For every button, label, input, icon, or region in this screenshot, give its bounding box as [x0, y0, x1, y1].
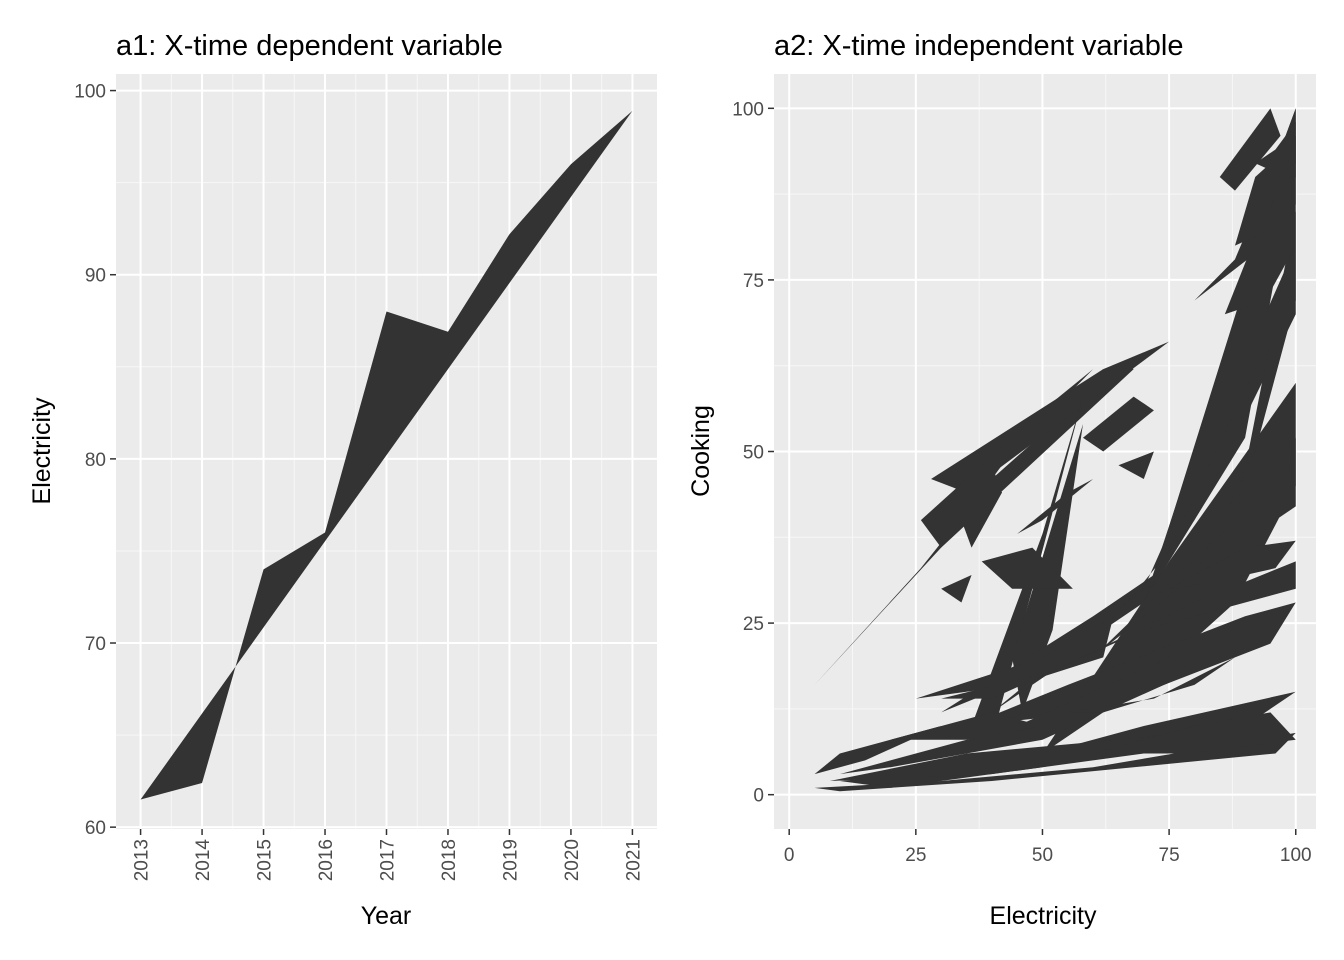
y-tick-label: 60 — [85, 818, 106, 839]
area-mark — [140, 110, 633, 800]
polygon-mark — [1093, 712, 1296, 754]
ylabel-a2: Cooking — [687, 405, 715, 497]
x-tick-label: 0 — [784, 845, 795, 866]
x-tick-label: 50 — [1032, 845, 1053, 866]
polygon-mark — [1224, 135, 1296, 315]
x-tick-label: 100 — [1280, 845, 1312, 866]
y-tick-label: 90 — [85, 266, 106, 287]
x-tick-label: 2016 — [316, 839, 337, 881]
x-tick-label: 2018 — [439, 839, 460, 881]
x-tick-label: 2017 — [378, 839, 399, 881]
ylabel-a1: Electricity — [28, 397, 56, 504]
panel-a1-x-axis: 2013 2014 2015 2016 2017 2018 2019 2020 2021 — [132, 829, 644, 882]
polygon-mark — [941, 575, 972, 603]
polygon-mark — [981, 547, 1073, 589]
polygon-mark — [1017, 478, 1094, 534]
polygon-mark — [931, 341, 1170, 493]
xlabel-a2: Electricity — [990, 902, 1097, 930]
polygon-mark — [1169, 540, 1296, 589]
polygon-mark — [1118, 451, 1154, 479]
polygon-mark — [920, 369, 1094, 548]
polygon-mark — [829, 726, 1246, 781]
y-tick-label: 25 — [743, 614, 764, 635]
polygon-mark — [966, 602, 1296, 727]
title-a2: a2: X-time independent variable — [774, 30, 1183, 62]
x-tick-label: 2021 — [623, 839, 644, 881]
x-tick-label: 2020 — [562, 839, 583, 881]
xlabel-a1: Year — [361, 902, 412, 930]
y-tick-label: 70 — [85, 634, 106, 655]
polygon-mark — [814, 732, 1296, 792]
x-tick-label: 25 — [905, 845, 926, 866]
y-tick-label: 80 — [85, 450, 106, 471]
panel-a2-x-axis: 0 25 50 75 100 — [784, 829, 1312, 866]
panel-a1-y-axis: 60 70 80 90 100 — [74, 82, 116, 839]
polygon-mark — [971, 396, 1083, 740]
y-tick-label: 100 — [74, 82, 106, 103]
polygon-mark — [1219, 108, 1281, 191]
x-tick-label: 2013 — [132, 839, 153, 881]
x-tick-label: 2015 — [255, 839, 276, 881]
panel-a1-marks — [140, 110, 633, 800]
y-tick-label: 75 — [743, 271, 764, 292]
y-tick-label: 100 — [732, 99, 764, 120]
panel-a2-y-axis: 0 25 50 75 100 — [732, 99, 774, 807]
polygon-mark — [890, 712, 1043, 740]
polygon-mark — [839, 657, 1195, 775]
title-a1: a1: X-time dependent variable — [116, 30, 503, 62]
polygon-mark — [1275, 437, 1296, 521]
x-tick-label: 2019 — [500, 839, 521, 881]
polygon-mark — [1255, 122, 1296, 177]
y-tick-label: 50 — [743, 443, 764, 464]
x-tick-label: 2014 — [193, 839, 214, 882]
polygon-mark — [814, 362, 1134, 685]
polygon-mark — [1234, 149, 1286, 246]
y-tick-label: 0 — [753, 786, 764, 807]
x-tick-label: 75 — [1159, 845, 1180, 866]
panel-a2: a2: X-time independent variable 0 25 50 75 1… — [687, 30, 1316, 930]
polygon-mark — [1082, 396, 1154, 452]
polygon-mark — [961, 465, 1002, 548]
panel-a2-marks — [814, 108, 1296, 792]
panel-a1: a1: X-time dependent variable 60 70 80 90 10… — [28, 30, 657, 930]
polygon-mark — [1093, 211, 1296, 658]
polygon-mark — [1042, 382, 1296, 754]
